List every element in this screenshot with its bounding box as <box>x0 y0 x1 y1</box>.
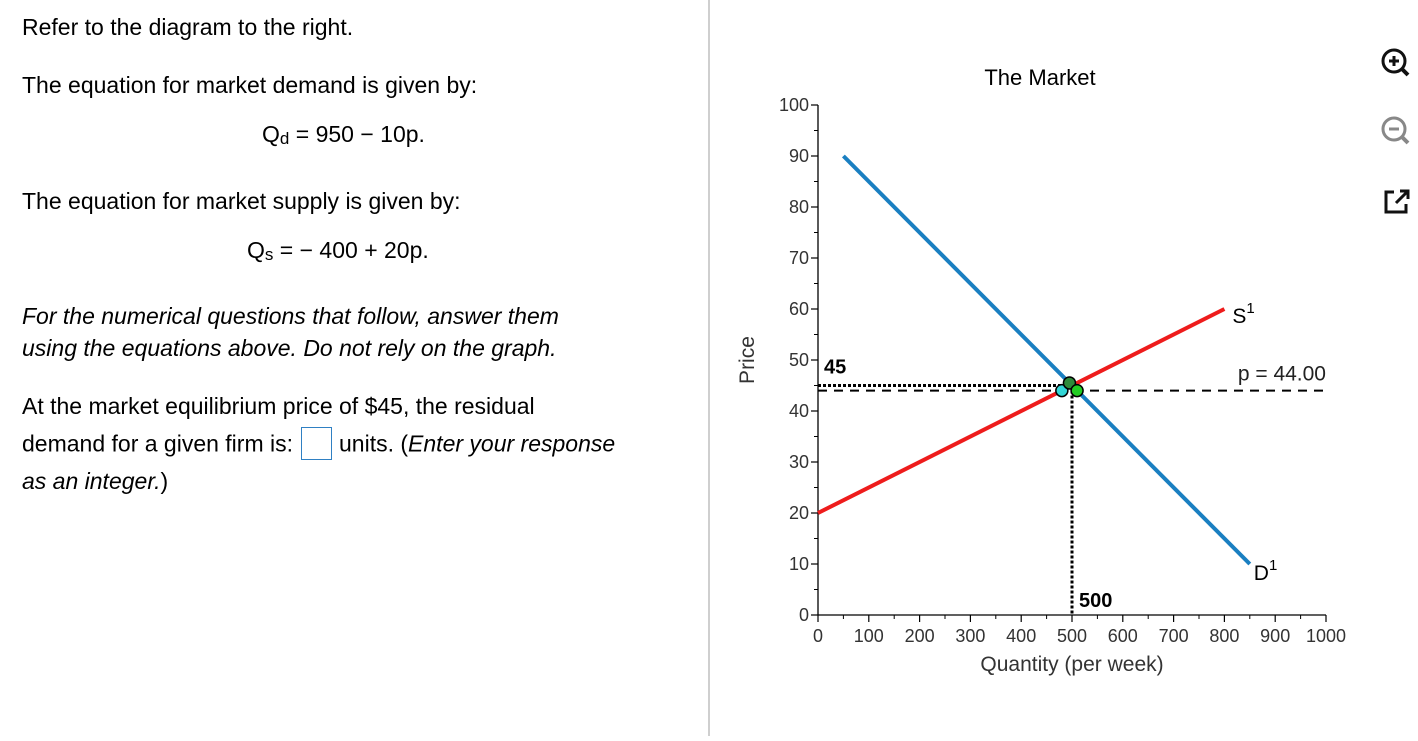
prompt-line-2: demand for a given firm is: units. (Enter… <box>22 427 615 462</box>
y-tick-label: 80 <box>789 197 809 217</box>
y-tick-label: 30 <box>789 452 809 472</box>
zoom-out-button[interactable] <box>1380 115 1410 145</box>
zoom-in-button[interactable] <box>1380 47 1410 77</box>
series-s-line <box>817 307 1226 515</box>
x-tick-label: 400 <box>1006 626 1036 646</box>
demand-equation: Qd = 950 − 10p. <box>262 121 425 148</box>
y-axis-label: Price <box>736 336 759 384</box>
y-tick-label: 20 <box>789 503 809 523</box>
x-tick-label: 600 <box>1108 626 1138 646</box>
x-tick-label: 100 <box>854 626 884 646</box>
reference-price-label: p = 44.00 <box>1238 363 1326 386</box>
panel-divider <box>708 0 710 736</box>
series-d-label: D1 <box>1254 557 1278 585</box>
demand-intro: The equation for market demand is given … <box>22 72 478 98</box>
series-d-line <box>841 154 1252 566</box>
equilibrium-price-label: 45 <box>824 357 846 379</box>
open-external-icon <box>1384 189 1410 214</box>
x-axis-label: Quantity (per week) <box>980 653 1163 676</box>
x-tick-label: 1000 <box>1306 626 1346 646</box>
zoom-out-icon <box>1381 116 1410 145</box>
instruction-line-1: For the numerical questions that follow,… <box>22 303 559 329</box>
x-tick-label: 0 <box>813 626 823 646</box>
y-tick-label: 70 <box>789 248 809 268</box>
market-chart: The Market Quantity (per week) Price 0 10 20… <box>736 65 1346 676</box>
instruction-line-2: using the equations above. Do not rely o… <box>22 335 557 361</box>
series-s-label: S1 <box>1232 300 1254 328</box>
y-tick-label: 90 <box>789 146 809 166</box>
question-panel: Refer to the diagram to the right. The e… <box>0 0 708 736</box>
equilibrium-quantity-label: 500 <box>1079 590 1112 612</box>
chart-point <box>1070 383 1084 398</box>
y-tick-label: 60 <box>789 299 809 319</box>
answer-input[interactable] <box>301 427 333 460</box>
supply-equation: Qs = − 400 + 20p. <box>247 237 429 264</box>
y-tick-label: 0 <box>799 605 809 625</box>
prompt-line-3: as an integer.) <box>22 468 169 494</box>
supply-intro: The equation for market supply is given … <box>22 188 461 214</box>
x-tick-label: 300 <box>955 626 985 646</box>
open-external-button[interactable] <box>1382 187 1412 217</box>
y-tick-label: 40 <box>789 401 809 421</box>
x-tick-label: 900 <box>1260 626 1290 646</box>
x-tick-label: 500 <box>1057 626 1087 646</box>
x-tick-label: 200 <box>905 626 935 646</box>
y-tick-label: 100 <box>779 95 809 115</box>
x-tick-label: 700 <box>1159 626 1189 646</box>
y-tick-label: 10 <box>789 554 809 574</box>
prompt-line-1: At the market equilibrium price of $45, … <box>22 393 535 419</box>
zoom-in-icon <box>1381 48 1410 77</box>
graph-panel: The Market Quantity (per week) Price 0 10 20… <box>710 0 1418 736</box>
chart-title: The Market <box>984 65 1095 90</box>
x-tick-label: 800 <box>1209 626 1239 646</box>
y-tick-label: 50 <box>789 350 809 370</box>
intro-text: Refer to the diagram to the right. <box>22 14 354 40</box>
